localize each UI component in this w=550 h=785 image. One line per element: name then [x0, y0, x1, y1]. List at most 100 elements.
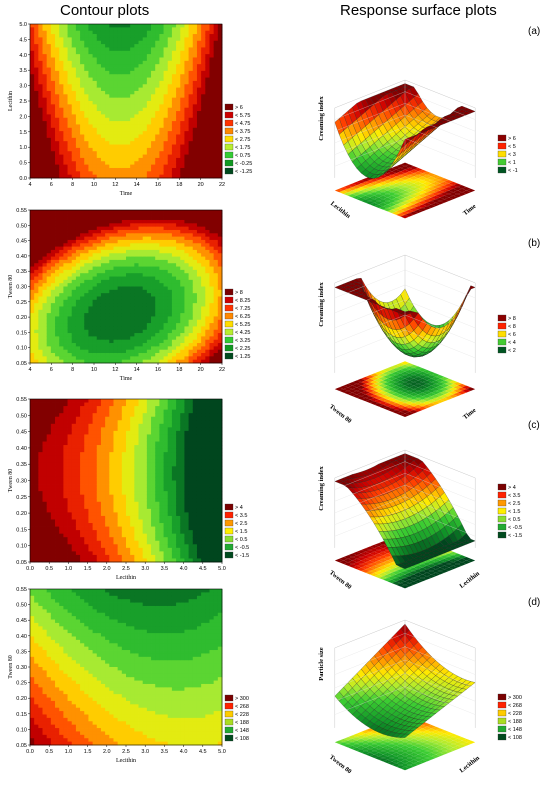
contour-cell: [184, 37, 189, 42]
contour-cell: [192, 346, 198, 351]
contour-cell: [142, 34, 148, 38]
contour-cell: [180, 57, 185, 62]
contour-cell: [88, 299, 93, 304]
contour-cell: [75, 34, 81, 38]
contour-cell: [151, 296, 156, 301]
contour-cell: [109, 306, 114, 311]
contour-cell: [105, 37, 110, 42]
contour-cell: [201, 154, 206, 159]
contour-cell: [121, 236, 127, 241]
contour-cell: [34, 74, 39, 78]
contour-cell: [184, 107, 189, 112]
contour-cell: [67, 74, 73, 78]
contour-cell: [217, 253, 223, 257]
contour-cell: [38, 60, 43, 65]
contour-cell: [75, 283, 81, 287]
contour-cell: [96, 303, 102, 307]
contour-cell: [92, 223, 98, 228]
contour-cell: [138, 104, 144, 109]
contour-cell: [113, 303, 119, 307]
contour-cell: [88, 226, 93, 231]
contour-cell: [217, 313, 223, 317]
contour-cell: [188, 60, 194, 65]
contour-cell: [88, 349, 93, 354]
contour-cell: [100, 253, 106, 257]
contour-cell: [75, 339, 81, 344]
surface-floor-cell: [396, 369, 405, 374]
contour-cell: [151, 243, 156, 247]
contour-cell: [209, 167, 215, 172]
contour-cell: [30, 313, 35, 317]
contour-cell: [55, 67, 60, 72]
contour-cell: [196, 286, 202, 291]
contour-cell: [134, 111, 139, 115]
contour-cell: [138, 253, 144, 257]
contour-cell: [142, 141, 148, 145]
contour-cell: [188, 336, 194, 341]
contour-cell: [109, 24, 114, 28]
contour-cell: [42, 303, 48, 307]
contour-cell: [113, 141, 119, 145]
legend-swatch: [224, 103, 234, 111]
contour-cell: [167, 210, 173, 214]
contour-cell: [209, 266, 215, 271]
contour-cell: [201, 243, 206, 247]
contour-cell: [196, 329, 202, 334]
contour-cell: [184, 147, 189, 152]
contour-cell: [146, 306, 152, 311]
contour-cell: [126, 349, 131, 354]
contour-cell: [121, 40, 127, 45]
contour-cell: [84, 326, 89, 331]
contour-cell: [188, 127, 194, 132]
contour-cell: [80, 233, 85, 238]
contour-cell: [30, 210, 35, 214]
contour-cell: [55, 299, 60, 304]
surface-floor-cell: [462, 190, 471, 194]
contour-cell: [188, 144, 194, 149]
contour-cell: [171, 246, 177, 251]
contour-cell: [134, 293, 139, 297]
contour-cell: [188, 316, 194, 321]
contour-cell: [138, 167, 144, 172]
contour-cell: [176, 57, 181, 62]
contour-cell: [205, 64, 210, 68]
contour-cell: [30, 269, 35, 274]
contour-cell: [121, 356, 127, 361]
contour-cell: [146, 30, 152, 35]
contour-cell: [171, 226, 177, 231]
contour-cell: [142, 293, 148, 297]
contour-cell: [151, 239, 156, 244]
contour-cell: [171, 161, 177, 166]
contour-cell: [30, 37, 35, 42]
contour-cell: [192, 154, 198, 159]
contour-cell: [30, 333, 35, 337]
contour-cell: [192, 107, 198, 112]
contour-cell: [130, 104, 135, 109]
surface-floor-cell: [369, 199, 379, 203]
contour-cell: [63, 40, 68, 45]
contour-cell: [134, 80, 139, 85]
contour-cell: [59, 77, 64, 82]
contour-cell: [88, 141, 93, 145]
contour-cell: [209, 289, 215, 294]
contour-cell: [201, 70, 206, 75]
contour-cell: [38, 229, 43, 234]
contour-cell: [205, 263, 210, 267]
contour-cell: [84, 174, 89, 179]
contour-cell: [163, 339, 169, 344]
contour-cell: [84, 213, 89, 218]
contour-cell: [67, 279, 73, 284]
contour-cell: [92, 30, 98, 35]
contour-cell: [134, 219, 139, 224]
y-tick-label: 0.20: [16, 315, 27, 321]
contour-cell: [151, 174, 156, 179]
contour-cell: [171, 239, 177, 244]
contour-cell: [59, 80, 64, 85]
contour-cell: [130, 47, 135, 52]
contour-cell: [88, 57, 93, 62]
contour-cell: [55, 84, 60, 89]
contour-cell: [67, 174, 73, 179]
contour-cell: [38, 323, 43, 327]
contour-cell: [180, 104, 185, 109]
contour-cell: [130, 157, 135, 162]
